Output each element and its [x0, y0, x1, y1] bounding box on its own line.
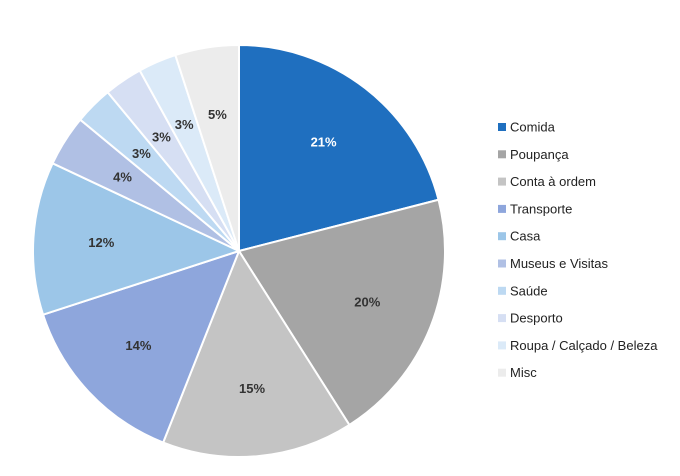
pie-slice-casa — [32, 161, 242, 316]
legend: Comida Poupança Conta à ordem Transporte Cas… — [498, 120, 658, 380]
legend-label-museus-e-visitas: Museus e Visitas — [510, 256, 609, 271]
data-label-museus-e-visitas: 4% — [113, 170, 132, 185]
legend-swatch-casa — [498, 232, 506, 241]
legend-label-saude: Saúde — [510, 283, 548, 298]
legend-label-misc: Misc — [510, 365, 537, 380]
legend-label-comida: Comida — [510, 120, 556, 135]
legend-item-conta-a-ordem: Conta à ordem — [498, 174, 596, 189]
data-label-casa: 12% — [88, 235, 114, 250]
legend-label-desporto: Desporto — [510, 311, 563, 326]
pie-slice-poupanca — [237, 198, 446, 427]
legend-swatch-saude — [498, 286, 506, 295]
legend-item-comida: Comida — [498, 120, 556, 135]
data-label-conta-a-ordem: 15% — [239, 381, 265, 396]
legend-swatch-roupa-calcado-beleza — [498, 341, 506, 350]
data-label-desporto: 3% — [152, 129, 171, 144]
data-label-transporte: 14% — [125, 338, 151, 353]
pie-slice-misc — [174, 43, 240, 252]
legend-item-roupa-calcado-beleza: Roupa / Calçado / Beleza — [498, 338, 658, 353]
data-label-saude: 3% — [132, 146, 151, 161]
legend-swatch-misc — [498, 368, 506, 377]
legend-item-saude: Saúde — [498, 283, 548, 298]
data-label-misc: 5% — [208, 107, 227, 122]
data-label-poupanca: 20% — [354, 294, 380, 309]
legend-label-conta-a-ordem: Conta à ordem — [510, 174, 596, 189]
legend-swatch-transporte — [498, 204, 506, 213]
legend-label-casa: Casa — [510, 229, 541, 244]
legend-swatch-desporto — [498, 314, 506, 323]
data-label-roupa-calcado-beleza: 3% — [175, 117, 194, 132]
legend-swatch-poupanca — [498, 150, 506, 159]
pie-data-labels: 21%20%15%14%12%4%3%3%3%5% — [88, 107, 380, 396]
data-label-comida: 21% — [311, 134, 337, 149]
pie-slices — [32, 43, 446, 458]
legend-swatch-museus-e-visitas — [498, 259, 506, 268]
legend-item-museus-e-visitas: Museus e Visitas — [498, 256, 609, 271]
legend-item-transporte: Transporte — [498, 201, 572, 216]
legend-label-transporte: Transporte — [510, 201, 572, 216]
pie-slice-conta-a-ordem — [161, 248, 351, 458]
legend-item-misc: Misc — [498, 365, 537, 380]
legend-item-casa: Casa — [498, 229, 541, 244]
legend-swatch-comida — [498, 123, 506, 131]
legend-item-desporto: Desporto — [498, 311, 563, 326]
legend-label-roupa-calcado-beleza: Roupa / Calçado / Beleza — [510, 338, 658, 353]
legend-swatch-conta-a-ordem — [498, 177, 506, 186]
legend-item-poupanca: Poupança — [498, 147, 569, 162]
pie-slice-comida — [238, 43, 440, 253]
legend-label-poupanca: Poupança — [510, 147, 569, 162]
